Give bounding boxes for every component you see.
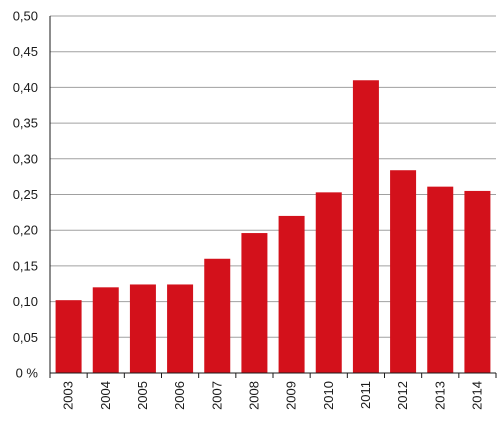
x-tick-label: 2010 [321,381,336,410]
bar-2011 [352,80,379,373]
y-tick-label: 0,35 [13,116,38,131]
x-tick-label: 2009 [284,381,299,410]
bar-2009 [278,215,305,373]
x-tick-label: 2005 [135,381,150,410]
x-tick-label: 2007 [209,381,224,410]
bar-2005 [129,284,156,373]
x-tick-label: 2004 [98,381,113,410]
bar-2006 [167,284,194,373]
x-tick-label: 2013 [432,381,447,410]
bar-2014 [464,190,491,373]
bars [55,80,491,373]
x-tick-label: 2006 [172,381,187,410]
x-tick-label: 2011 [358,381,373,409]
y-tick-label: 0,15 [13,258,38,273]
x-tick-label: 2012 [395,381,410,410]
y-tick-label: 0,10 [13,294,38,309]
bar-2013 [427,186,454,373]
x-tick-label: 2003 [61,381,76,410]
bar-2010 [315,192,342,373]
y-tick-label: 0,40 [13,80,38,95]
bar-2012 [390,170,417,373]
bar-2007 [204,258,231,373]
gridlines [50,15,496,338]
bar-2003 [55,300,82,373]
y-tick-label: 0,20 [13,223,38,238]
y-axis-tick-labels: 0 % 0,05 0,10 0,15 0,20 0,25 0,30 0,35 0,40 0,45 0… [13,9,39,381]
x-tick-label: 2014 [469,381,484,410]
y-tick-label: 0,05 [13,330,38,345]
y-tick-label: 0 % [16,366,39,381]
y-tick-label: 0,45 [13,44,38,59]
x-tick-label: 2008 [246,381,261,410]
x-axis-tick-labels: 2003 2004 2005 2006 2007 2008 2009 2010 2011 2012… [61,381,485,410]
axes [49,16,497,378]
y-tick-label: 0,30 [13,151,38,166]
y-tick-label: 0,50 [13,9,38,24]
bar-2008 [241,233,268,373]
y-tick-label: 0,25 [13,187,38,202]
bar-2004 [92,287,119,373]
